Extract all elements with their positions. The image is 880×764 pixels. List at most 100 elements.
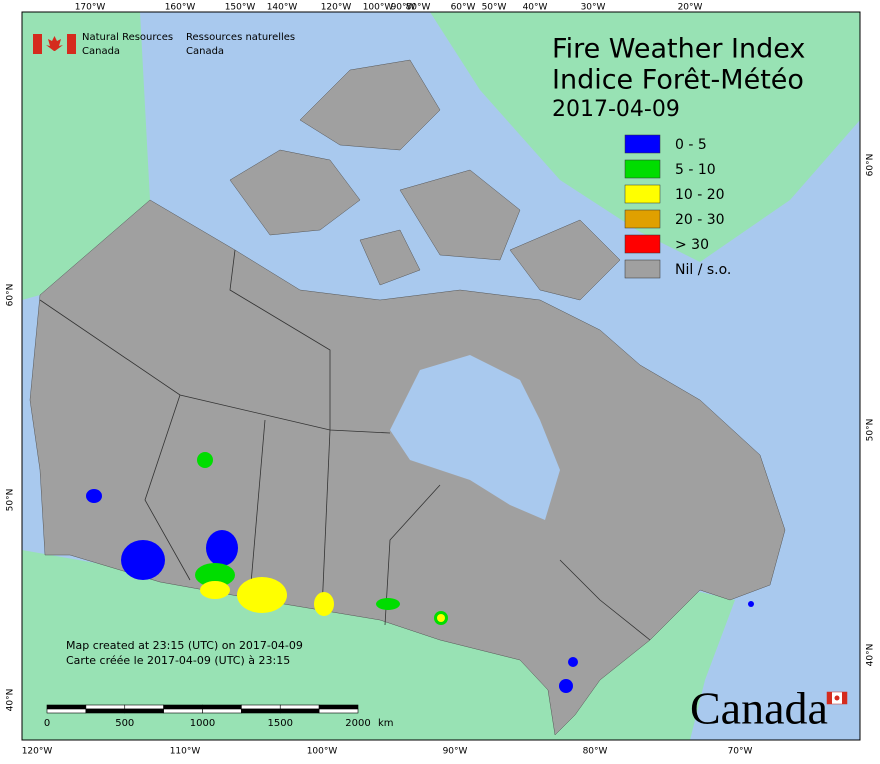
- legend-swatch: [624, 184, 661, 204]
- graticule-label: 150°W: [225, 3, 256, 13]
- boundaries: [39, 249, 651, 641]
- canada-mainland: [29, 199, 786, 736]
- scale-bar-segment: [85, 708, 126, 714]
- graticule-label: 80°W: [583, 747, 608, 757]
- graticule-label: 110°W: [170, 747, 201, 757]
- fire-area: [568, 657, 578, 667]
- fire-area: [237, 577, 287, 613]
- sk-mb-boundary: [321, 429, 331, 611]
- note: Map created at 23:15 (UTC) on 2017-04-09: [66, 639, 303, 652]
- maple-leaf: [46, 36, 63, 51]
- legend-label: 20 - 30: [675, 212, 725, 228]
- scale-bar-segment: [241, 704, 281, 710]
- fire-area: [121, 540, 165, 580]
- graticule-label: 100°W: [363, 3, 394, 13]
- scale-bar-segment: [202, 708, 242, 714]
- scale-bar-label: 1000: [190, 718, 215, 729]
- agency-signature: Natural Resources Canada Ressources natu…: [33, 32, 295, 57]
- alaska: [22, 12, 150, 300]
- scale-bar-label: 2000: [345, 718, 370, 729]
- graticule-label: 90°W: [391, 3, 416, 13]
- graticule-label: 50°N: [866, 419, 876, 442]
- hudson-bay: [390, 355, 560, 520]
- graticule-label: 140°W: [267, 3, 298, 13]
- maple-leaf: [834, 695, 840, 701]
- agency-fr: Ressources naturelles: [186, 32, 295, 43]
- legend-swatch: [624, 259, 661, 279]
- fire-area: [86, 489, 102, 503]
- legend-label: 10 - 20: [675, 187, 725, 203]
- fire-area: [376, 598, 400, 610]
- legend-swatch: [624, 209, 661, 229]
- graticule-label: 100°W: [307, 747, 338, 757]
- scale-bar-segment: [163, 708, 203, 714]
- graticule-label: 80°W: [406, 3, 431, 13]
- ab-sk-boundary: [249, 419, 266, 596]
- flag-bar: [842, 692, 847, 704]
- scale-bar-label: 500: [115, 718, 134, 729]
- title: Fire Weather Index: [552, 34, 805, 65]
- scale-bar-segment: [163, 704, 203, 710]
- scale-bar-label: 0: [44, 718, 50, 729]
- flag-bar: [67, 34, 76, 54]
- fire-area: [200, 581, 230, 599]
- scale-bar-segment: [46, 708, 87, 714]
- scale-bar-segment: [124, 708, 164, 714]
- graticule-label: 50°W: [482, 3, 507, 13]
- legend-label: Nil / s.o.: [675, 262, 731, 278]
- legend-swatch: [624, 234, 661, 254]
- scale-bar-segment: [241, 708, 281, 714]
- fire-area: [206, 530, 238, 566]
- fire-area: [314, 592, 334, 616]
- mb-on-boundary: [384, 484, 441, 626]
- arctic-islands: [229, 59, 621, 301]
- graticule-label: 20°W: [678, 3, 703, 13]
- graticule-label: 60°N: [866, 154, 876, 177]
- fire-area: [748, 601, 754, 607]
- flag-bar: [33, 34, 42, 54]
- scale-bar-segment: [202, 704, 242, 710]
- scale-bar-segment: [279, 704, 320, 710]
- graticule-label: 70°W: [728, 747, 753, 757]
- graticule-label: 170°W: [75, 3, 106, 13]
- graticule-label: 40°N: [6, 689, 16, 712]
- scale-bar-segment: [124, 704, 164, 710]
- legend-label: > 30: [675, 237, 709, 253]
- title-fr: Indice Forêt-Météo: [552, 65, 804, 96]
- graticule-label: 40°W: [523, 3, 548, 13]
- legend-swatch: [624, 159, 661, 179]
- date: 2017-04-09: [552, 97, 680, 122]
- flag-bar: [827, 692, 832, 704]
- fire-area: [195, 563, 235, 587]
- scale-bar-label: 1500: [268, 718, 293, 729]
- fire-areas: [86, 452, 754, 693]
- fire-area: [437, 614, 445, 622]
- scale-bar-segment: [318, 708, 359, 714]
- fire-area: [197, 452, 213, 468]
- scale-bar-segment: [85, 704, 126, 710]
- fire-area: [559, 679, 573, 693]
- wordmark: Canada: [690, 683, 848, 734]
- graticule-label: 50°N: [6, 489, 16, 512]
- graticule-label: 40°N: [866, 644, 876, 667]
- graticule-label: 90°W: [443, 747, 468, 757]
- territory-boundary: [39, 299, 391, 434]
- agency-en: Canada: [82, 46, 120, 57]
- agency-en: Natural Resources: [82, 32, 173, 43]
- graticule-label: 60°W: [451, 3, 476, 13]
- graticule-label: 120°W: [22, 747, 53, 757]
- graticule-label: 30°W: [581, 3, 606, 13]
- on-qc-boundary: [559, 559, 651, 641]
- bc-ab-boundary: [144, 394, 191, 581]
- note: Carte créée le 2017-04-09 (UTC) à 23:15: [66, 654, 290, 667]
- yt-nt-boundary: [229, 249, 331, 430]
- scale-bar-segment: [46, 704, 87, 710]
- graticule-label: 120°W: [321, 3, 352, 13]
- legend-label: 5 - 10: [675, 162, 716, 178]
- frame: [21, 11, 861, 741]
- agency-fr: Canada: [186, 46, 224, 57]
- scale-bar-unit: km: [378, 718, 394, 729]
- canada-wordmark: Canada: [690, 683, 828, 734]
- scale-bar-segment: [279, 708, 320, 714]
